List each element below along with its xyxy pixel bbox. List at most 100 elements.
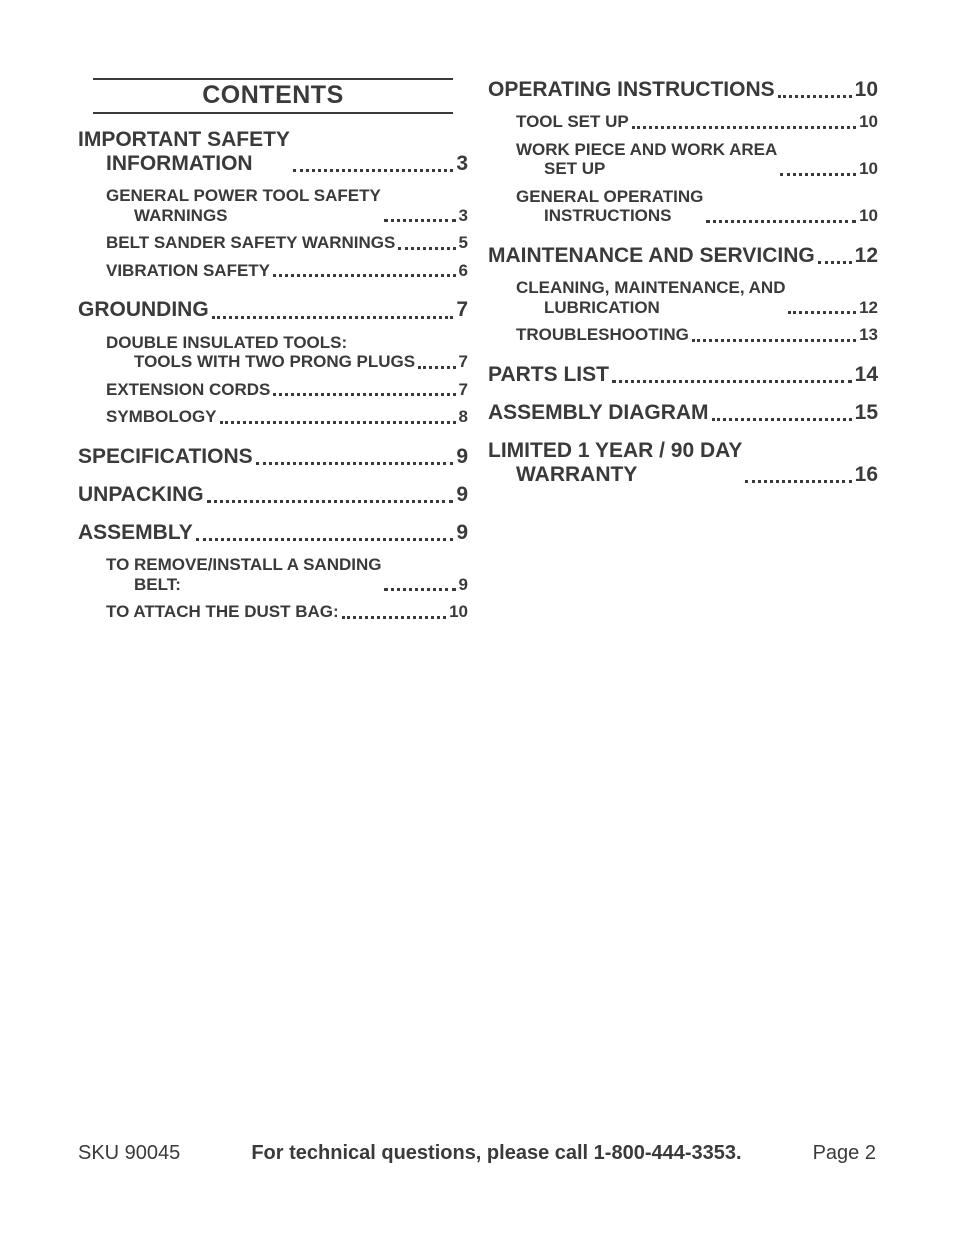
toc-list-1: Important SafetyInformation3General Powe…	[78, 128, 468, 622]
toc-entry-l2: Cleaning, Maintenance, andLubrication12	[488, 278, 878, 317]
toc-entry-label-cont: Belt:	[106, 575, 381, 595]
toc-entry-label: Limited 1 Year / 90 DayWarranty	[488, 439, 742, 487]
toc-entry-page: 7	[456, 298, 468, 322]
toc-entry-label-cont: Instructions	[516, 206, 703, 226]
toc-entry-page: 16	[855, 463, 878, 487]
toc-entry-l2: Vibration Safety 6	[78, 261, 468, 281]
toc-entry-l1: Operating Instructions 10	[488, 78, 878, 102]
toc-entry-label-cont: Warnings	[106, 206, 381, 226]
toc-dot-leader	[384, 210, 456, 222]
toc-entry-label: Assembly Diagram	[488, 401, 709, 425]
toc-dot-leader	[692, 330, 856, 342]
toc-entry-label-cont: Set Up	[516, 159, 777, 179]
toc-column-1: CONTENTS Important SafetyInformation3Gen…	[78, 78, 468, 622]
toc-entry-page: 10	[859, 112, 878, 132]
toc-entry-page: 5	[459, 233, 468, 253]
toc-entry-label: Operating Instructions	[488, 78, 775, 102]
toc-dot-leader	[342, 607, 446, 619]
toc-entry-page: 3	[459, 206, 468, 226]
toc-entry-label: Symbology	[106, 407, 217, 427]
footer-page-number: Page 2	[813, 1142, 876, 1165]
toc-entry-label: Maintenance And Servicing	[488, 244, 815, 268]
toc-dot-leader	[632, 117, 856, 129]
toc-entry-page: 7	[459, 380, 468, 400]
toc-entry-label: Specifications	[78, 445, 253, 469]
toc-entry-l2: Tool Set Up 10	[488, 112, 878, 132]
toc-entry-page: 13	[859, 325, 878, 345]
footer-support-text: For technical questions, please call 1-8…	[251, 1142, 741, 1165]
toc-entry-page: 6	[459, 261, 468, 281]
toc-entry-page: 15	[855, 401, 878, 425]
toc-entry-label: General OperatingInstructions	[516, 187, 703, 226]
toc-entry-label-cont: Information	[78, 152, 290, 176]
toc-list-2: Operating Instructions10Tool Set Up10Wor…	[488, 78, 878, 487]
toc-entry-label: Parts List	[488, 363, 609, 387]
toc-entry-page: 10	[449, 602, 468, 622]
toc-dot-leader	[256, 450, 454, 465]
toc-entry-page: 9	[456, 521, 468, 545]
toc-entry-l2: Extension Cords 7	[78, 380, 468, 400]
toc-columns: CONTENTS Important SafetyInformation3Gen…	[78, 78, 876, 622]
page-footer: SKU 90045 For technical questions, pleas…	[78, 1142, 876, 1165]
toc-entry-page: 14	[855, 363, 878, 387]
toc-entry-l1: Assembly Diagram 15	[488, 401, 878, 425]
toc-entry-l1: Maintenance And Servicing 12	[488, 244, 878, 268]
toc-dot-leader	[196, 527, 454, 542]
toc-dot-leader	[398, 238, 455, 250]
toc-dot-leader	[220, 412, 456, 424]
toc-entry-label: Unpacking	[78, 483, 204, 507]
toc-entry-page: 7	[459, 352, 468, 372]
toc-column-2: Operating Instructions10Tool Set Up10Wor…	[488, 78, 878, 622]
toc-dot-leader	[745, 469, 851, 484]
toc-entry-label: Cleaning, Maintenance, andLubrication	[516, 278, 785, 317]
toc-entry-l2: Symbology8	[78, 407, 468, 427]
toc-entry-page: 10	[859, 159, 878, 179]
toc-entry-l1: Specifications 9	[78, 445, 468, 469]
toc-entry-label: Tool Set Up	[516, 112, 629, 132]
toc-entry-label: General Power Tool SafetyWarnings	[106, 186, 381, 225]
toc-entry-l2: Troubleshooting 13	[488, 325, 878, 345]
toc-entry-label-cont: Lubrication	[516, 298, 785, 318]
toc-entry-l2: To attach the Dust Bag: 10	[78, 602, 468, 622]
toc-entry-page: 9	[456, 483, 468, 507]
toc-entry-l2: To remove/install a SandingBelt:9	[78, 555, 468, 594]
toc-entry-label: Belt Sander Safety Warnings	[106, 233, 395, 253]
toc-entry-l2: Belt Sander Safety Warnings 5	[78, 233, 468, 253]
toc-entry-label: Important SafetyInformation	[78, 128, 290, 176]
toc-dot-leader	[788, 302, 856, 314]
toc-entry-label: Extension Cords	[106, 380, 270, 400]
toc-entry-page: 9	[459, 575, 468, 595]
toc-entry-page: 12	[855, 244, 878, 268]
toc-entry-l2: General Power Tool SafetyWarnings 3	[78, 186, 468, 225]
toc-dot-leader	[780, 164, 856, 176]
page: CONTENTS Important SafetyInformation3Gen…	[0, 0, 954, 1235]
toc-entry-page: 10	[855, 78, 878, 102]
toc-dot-leader	[712, 406, 852, 421]
toc-entry-page: 3	[456, 152, 468, 176]
toc-entry-label: Assembly	[78, 521, 193, 545]
toc-entry-page: 10	[859, 206, 878, 226]
toc-entry-label: Double Insulated Tools:Tools with Two Pr…	[106, 333, 415, 372]
toc-dot-leader	[706, 211, 856, 223]
toc-dot-leader	[212, 304, 454, 319]
toc-dot-leader	[384, 579, 455, 591]
toc-entry-label: Work Piece and Work AreaSet Up	[516, 140, 777, 179]
toc-entry-label: Grounding	[78, 298, 209, 322]
toc-entry-label: Troubleshooting	[516, 325, 689, 345]
footer-sku: SKU 90045	[78, 1142, 180, 1165]
toc-entry-label: Vibration Safety	[106, 261, 270, 281]
toc-dot-leader	[778, 83, 852, 98]
toc-entry-label: To attach the Dust Bag:	[106, 602, 339, 622]
toc-entry-l1: Grounding 7	[78, 298, 468, 322]
toc-entry-l2: General OperatingInstructions 10	[488, 187, 878, 226]
toc-entry-l1: Assembly 9	[78, 521, 468, 545]
toc-entry-l2: Work Piece and Work AreaSet Up 10	[488, 140, 878, 179]
toc-entry-label-cont: Warranty	[488, 463, 742, 487]
toc-entry-page: 9	[456, 445, 468, 469]
toc-entry-l1: Important SafetyInformation 3	[78, 128, 468, 176]
contents-heading: CONTENTS	[93, 78, 453, 114]
toc-entry-l2: Double Insulated Tools:Tools with Two Pr…	[78, 333, 468, 372]
toc-dot-leader	[273, 266, 456, 278]
toc-entry-l1: Parts List 14	[488, 363, 878, 387]
toc-dot-leader	[293, 158, 453, 173]
